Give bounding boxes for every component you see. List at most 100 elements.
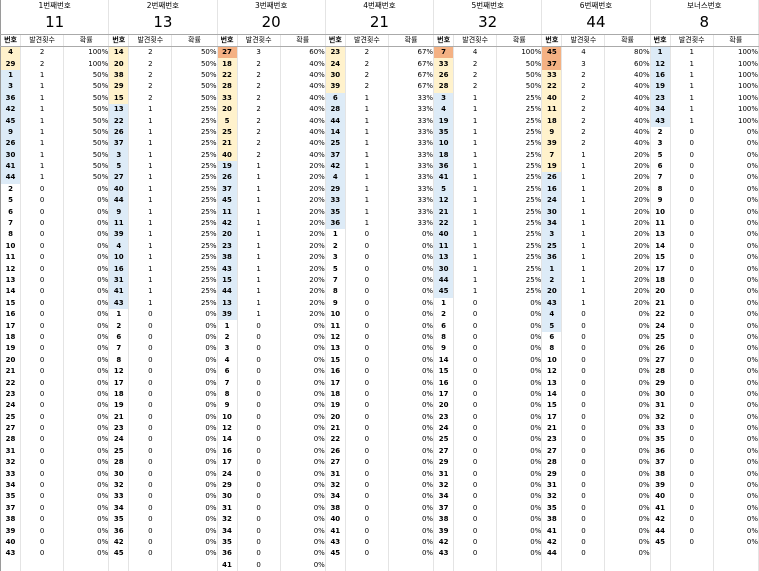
cell-prob[interactable]: 20% [604,149,651,161]
cell-count[interactable]: 0 [561,514,606,526]
cell-number[interactable]: 14 [216,434,238,446]
cell-prob[interactable]: 0% [713,206,759,218]
cell-count[interactable]: 0 [237,400,281,412]
cell-count[interactable]: 1 [670,58,714,70]
cell-count[interactable]: 1 [453,206,498,218]
cell-count[interactable]: 0 [20,229,65,241]
cell-count[interactable]: 0 [20,286,65,298]
cell-number[interactable]: 38 [324,502,346,515]
cell-prob[interactable]: 25% [496,138,543,150]
cell-count[interactable]: 1 [128,103,173,116]
cell-count[interactable]: 0 [561,491,606,503]
cell-prob[interactable]: 0% [171,536,218,549]
cell-number[interactable]: 29 [433,457,455,469]
cell-prob[interactable]: 0% [388,388,435,401]
cell-prob[interactable]: 0% [63,229,110,241]
cell-prob[interactable]: 0% [713,377,759,389]
cell-number[interactable]: 18 [324,388,346,401]
cell-number[interactable]: 21 [433,206,455,218]
cell-prob[interactable]: 0% [171,479,218,492]
cell-number[interactable]: 2 [541,274,563,287]
cell-number[interactable]: 20 [216,229,238,241]
cell-prob[interactable]: 0% [280,331,326,344]
cell-prob[interactable]: 0% [604,331,651,344]
cell-prob[interactable]: 50% [171,46,218,59]
cell-prob[interactable]: 0% [63,217,110,230]
cell-prob[interactable]: 0% [388,457,435,469]
cell-prob[interactable]: 0% [280,502,326,515]
cell-number[interactable]: 11 [324,320,346,332]
cell-number[interactable]: 24 [324,58,346,70]
cell-count[interactable]: 0 [345,400,389,412]
cell-number[interactable]: 9 [541,126,563,139]
cell-count[interactable]: 1 [561,160,606,173]
cell-number[interactable]: 3 [108,149,130,161]
cell-number[interactable]: 9 [324,297,346,309]
cell-prob[interactable]: 0% [171,445,218,458]
cell-prob[interactable]: 0% [713,229,759,241]
cell-prob[interactable]: 0% [713,388,759,401]
cell-number[interactable]: 31 [0,445,22,458]
cell-count[interactable]: 1 [345,172,389,184]
cell-prob[interactable]: 20% [280,308,326,321]
cell-count[interactable]: 0 [20,400,65,412]
cell-prob[interactable]: 0% [280,422,326,435]
cell-number[interactable]: 16 [324,365,346,378]
group-number[interactable]: 8 [649,11,759,35]
cell-prob[interactable]: 0% [388,411,435,423]
cell-prob[interactable]: 25% [496,92,543,104]
cell-number[interactable]: 20 [108,58,130,70]
cell-number[interactable]: 26 [541,172,563,184]
cell-count[interactable]: 0 [20,422,65,435]
cell-prob[interactable]: 0% [171,365,218,378]
cell-prob[interactable]: 0% [496,297,543,309]
cell-count[interactable]: 0 [345,308,389,321]
cell-count[interactable]: 0 [453,548,498,560]
cell-count[interactable]: 0 [670,320,714,332]
cell-number[interactable]: 13 [108,103,130,116]
cell-count[interactable]: 1 [20,103,65,116]
cell-prob[interactable]: 33% [388,172,435,184]
cell-number[interactable]: 12 [0,263,22,275]
cell-prob[interactable]: 0% [713,400,759,412]
cell-number[interactable]: 2 [108,320,130,332]
cell-count[interactable]: 3 [237,46,281,59]
cell-number[interactable]: 41 [0,160,22,173]
cell-number[interactable]: 1 [324,229,346,241]
cell-prob[interactable]: 0% [604,548,651,560]
cell-prob[interactable]: 0% [604,434,651,446]
header-count[interactable]: 발견횟수 [670,34,714,47]
cell-number[interactable]: 42 [541,536,563,549]
cell-count[interactable]: 0 [561,320,606,332]
cell-count[interactable]: 0 [345,365,389,378]
cell-number[interactable]: 43 [216,263,238,275]
cell-count[interactable] [670,559,714,571]
cell-number[interactable]: 33 [324,195,346,207]
cell-count[interactable] [20,559,65,571]
group-title[interactable]: 2번째번호 [108,0,218,11]
cell-count[interactable]: 0 [345,445,389,458]
cell-count[interactable]: 1 [561,252,606,264]
cell-number[interactable]: 36 [0,92,22,104]
cell-count[interactable]: 0 [20,320,65,332]
cell-number[interactable]: 23 [649,92,671,104]
cell-count[interactable]: 0 [237,354,281,366]
cell-prob[interactable]: 25% [171,160,218,173]
cell-number[interactable]: 34 [324,491,346,503]
cell-number[interactable]: 28 [324,103,346,116]
cell-count[interactable]: 0 [670,183,714,196]
cell-count[interactable]: 1 [345,206,389,218]
cell-prob[interactable]: 0% [604,525,651,537]
cell-count[interactable]: 0 [561,365,606,378]
cell-number[interactable]: 36 [108,525,130,537]
cell-prob[interactable]: 0% [713,354,759,366]
cell-number[interactable]: 27 [0,422,22,435]
cell-count[interactable]: 2 [237,58,281,70]
cell-prob[interactable]: 0% [280,514,326,526]
cell-prob[interactable] [63,559,110,571]
cell-count[interactable]: 0 [345,240,389,253]
cell-number[interactable]: 35 [541,502,563,515]
cell-prob[interactable]: 0% [171,525,218,537]
cell-number[interactable]: 19 [0,343,22,355]
cell-number[interactable]: 20 [433,400,455,412]
